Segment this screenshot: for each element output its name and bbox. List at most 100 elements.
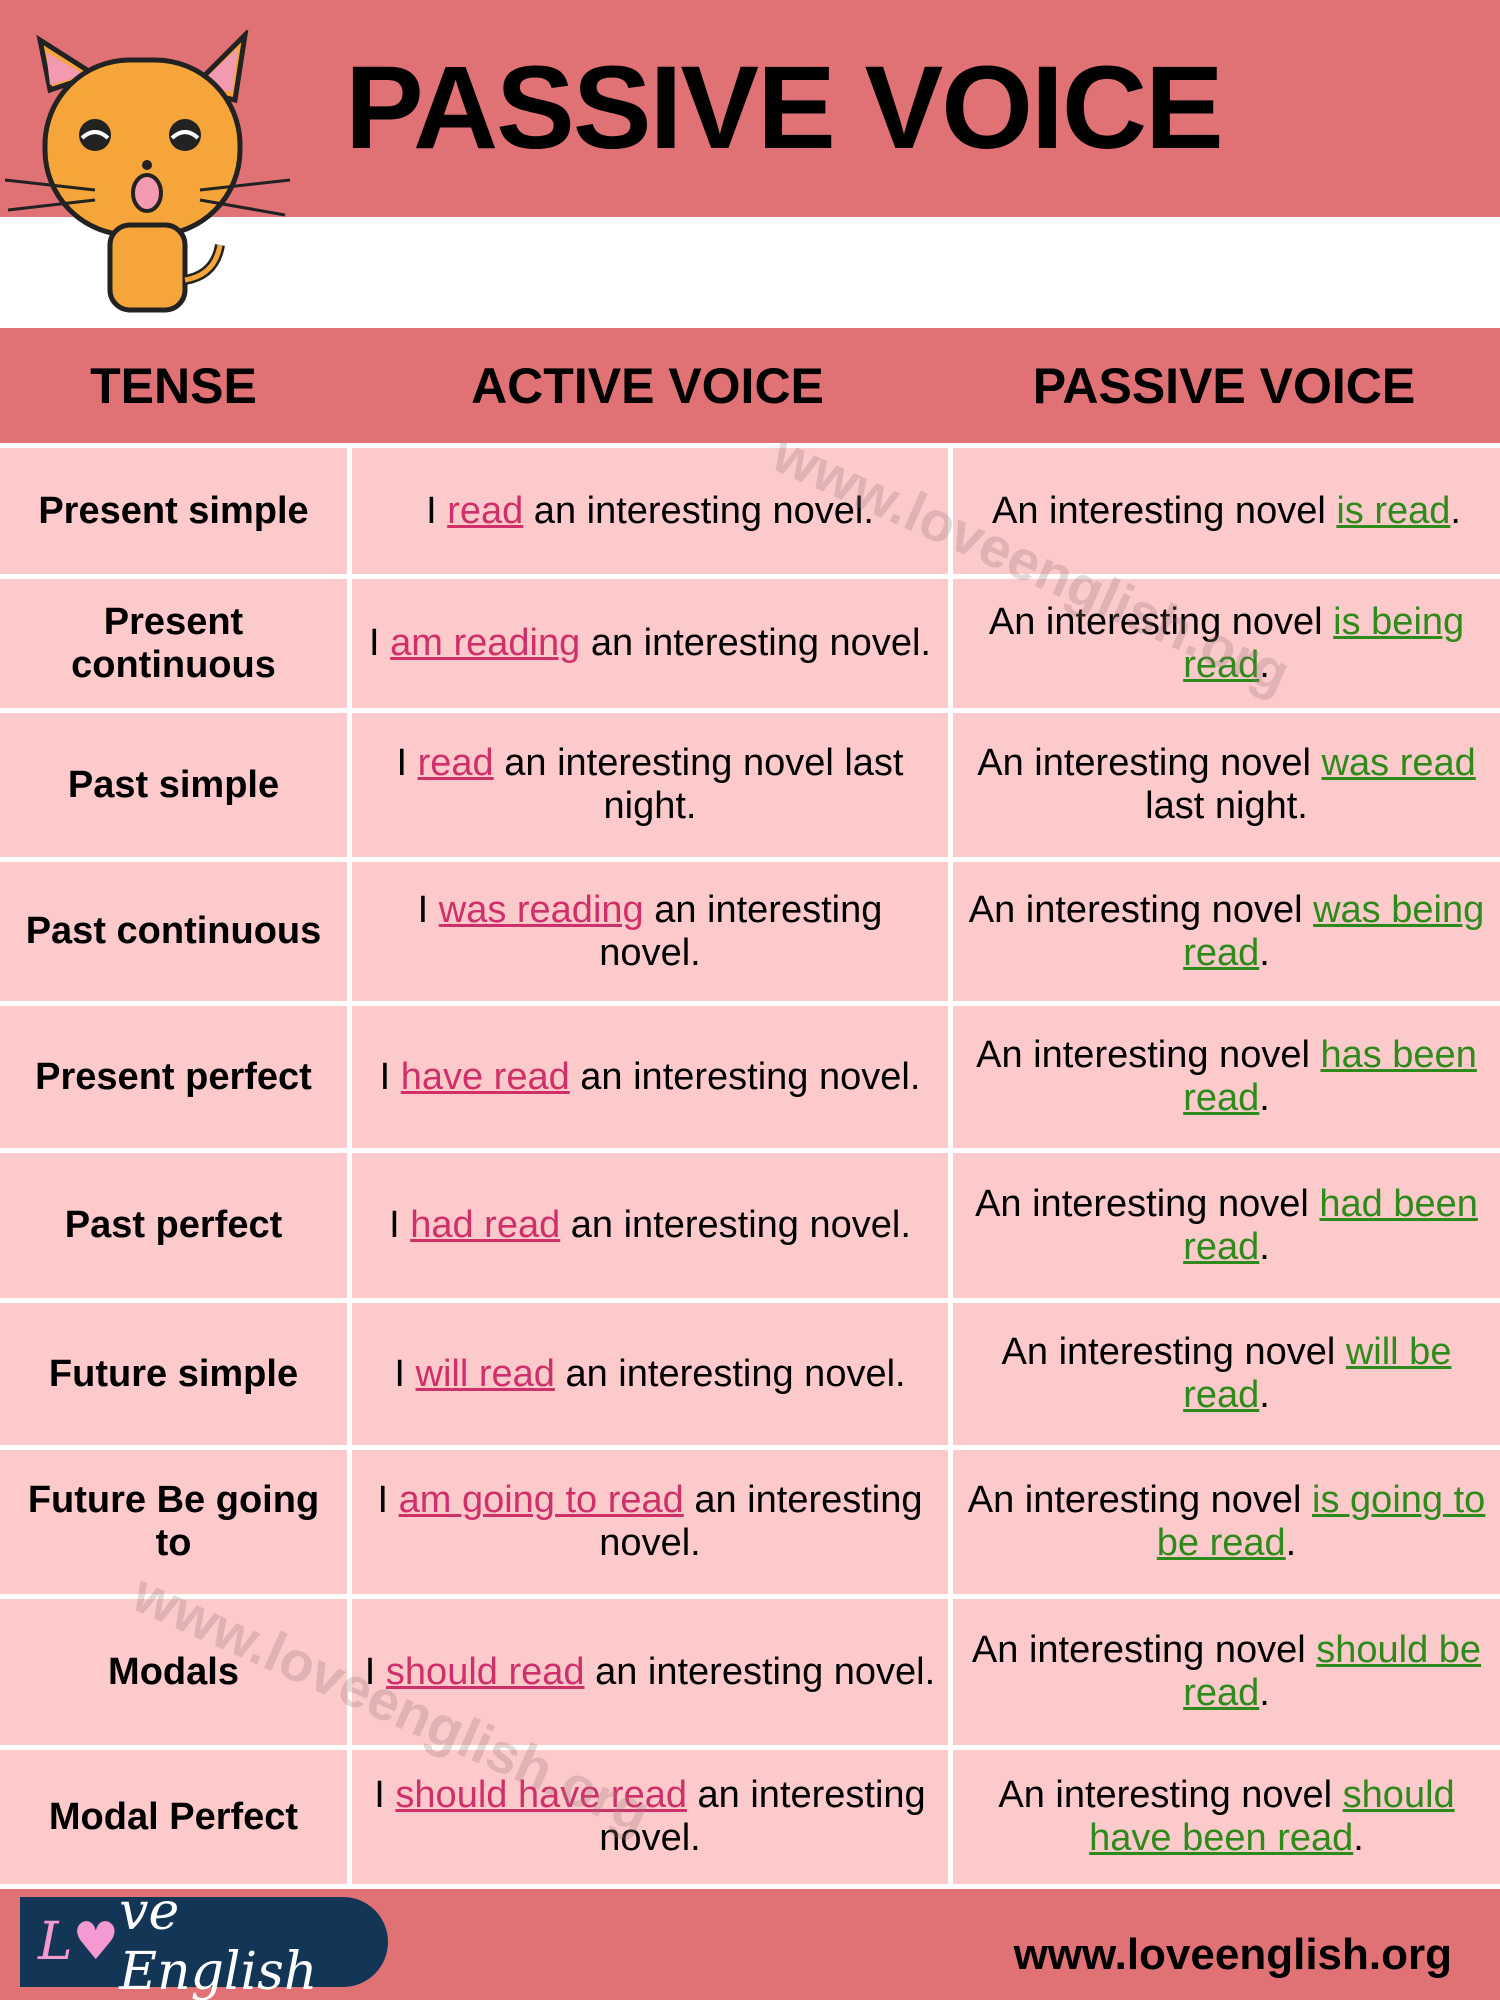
table-row: Past perfect I had read an interesting no… — [0, 1148, 1500, 1298]
sentence-text: . — [1259, 643, 1270, 686]
sentence-text: I — [417, 888, 439, 931]
passive-verb-highlight: was being read — [1183, 888, 1485, 974]
table-row: Past continuous I was reading an interest… — [0, 857, 1500, 1001]
active-voice-cell: I was reading an interesting novel. — [347, 862, 948, 1001]
sentence-text: . — [1353, 1817, 1364, 1859]
sentence-text: I — [369, 622, 391, 664]
header-active-voice: ACTIVE VOICE — [471, 357, 824, 414]
tense-cell: Future Be going to — [0, 1450, 347, 1594]
sentence-text: an interesting novel. — [523, 489, 874, 532]
sentence-text: . — [1259, 931, 1270, 974]
passive-voice-cell: An interesting novel was being read. — [948, 862, 1500, 1001]
sentence-text: I — [394, 1352, 416, 1395]
sentence-text: an interesting novel. — [554, 1352, 906, 1395]
passive-voice-cell: An interesting novel has been read. — [948, 1006, 1500, 1148]
passive-voice-cell: An interesting novel is going to be read… — [948, 1450, 1500, 1594]
sentence-text: I — [396, 742, 418, 784]
active-verb-highlight: should read — [385, 1650, 585, 1693]
tense-cell: Present perfect — [0, 1006, 347, 1148]
sentence-text: I — [374, 1774, 396, 1816]
sentence-text: An interesting novel — [977, 742, 1322, 784]
sentence-text: An interesting novel — [998, 1774, 1343, 1816]
table-row: Future simple I will read an interesting … — [0, 1298, 1500, 1445]
passive-verb-highlight: will be read — [1183, 1331, 1452, 1416]
active-verb-highlight: have read — [400, 1055, 570, 1098]
sentence-text: an interesting novel. — [599, 888, 883, 974]
passive-voice-cell: An interesting novel is being read. — [948, 579, 1500, 708]
passive-verb-highlight: should be read — [1183, 1629, 1482, 1714]
active-voice-cell: I will read an interesting novel. — [347, 1303, 948, 1445]
passive-verb-highlight: has been read — [1183, 1034, 1477, 1119]
tense-cell: Past perfect — [0, 1153, 347, 1298]
sentence-text: an interesting novel. — [599, 1479, 923, 1564]
tense-cell: Modals — [0, 1599, 347, 1745]
sentence-text: an interesting novel. — [599, 1774, 926, 1859]
sentence-text: an interesting novel. — [569, 1055, 921, 1098]
table-row: Future Be going to I am going to read an … — [0, 1445, 1500, 1594]
love-english-logo: L♥ ve English — [20, 1882, 388, 2002]
title-band — [0, 0, 1500, 217]
sentence-text: an interesting novel last night. — [493, 742, 904, 827]
active-verb-highlight: am reading — [390, 622, 581, 664]
passive-voice-cell: An interesting novel should be read. — [948, 1599, 1500, 1745]
passive-voice-cell: An interesting novel will be read. — [948, 1303, 1500, 1445]
header-passive-voice: PASSIVE VOICE — [1032, 357, 1416, 414]
passive-verb-highlight: is going to be read — [1156, 1479, 1486, 1564]
sentence-text: I — [379, 1055, 401, 1098]
passive-verb-highlight: was read — [1321, 742, 1476, 784]
table-header: TENSE ACTIVE VOICE PASSIVE VOICE — [0, 328, 1500, 443]
active-voice-cell: I am reading an interesting novel. — [347, 579, 948, 708]
sentence-text: an interesting novel. — [584, 1650, 936, 1693]
page-title: PASSIVE VOICE — [345, 42, 1224, 174]
sentence-text: . — [1259, 1225, 1270, 1268]
sentence-text: I — [364, 1650, 386, 1693]
active-voice-cell: I am going to read an interesting novel. — [347, 1450, 948, 1594]
passive-voice-cell: An interesting novel should have been re… — [948, 1750, 1500, 1884]
table-row: Present perfect I have read an interestin… — [0, 1001, 1500, 1148]
sentence-text: An interesting novel — [975, 1182, 1320, 1225]
tense-cell: Present simple — [0, 448, 347, 574]
table-row: Modal Perfect I should have read an inter… — [0, 1745, 1500, 1884]
active-verb-highlight: will read — [415, 1352, 555, 1395]
tense-cell: Future simple — [0, 1303, 347, 1445]
sentence-text: An interesting novel — [968, 888, 1314, 931]
sentence-text: . — [1259, 1077, 1270, 1119]
sentence-text: An interesting novel — [971, 1629, 1317, 1671]
active-verb-highlight: was reading — [438, 888, 644, 931]
tense-cell: Past continuous — [0, 862, 347, 1001]
active-verb-highlight: should have read — [395, 1774, 687, 1816]
active-verb-highlight: had read — [410, 1204, 561, 1246]
active-verb-highlight: am going to read — [398, 1479, 684, 1521]
passive-voice-cell: An interesting novel is read. — [948, 448, 1500, 574]
table-row: Present simple I read an interesting nove… — [0, 443, 1500, 574]
sentence-text: An interesting novel — [992, 489, 1337, 532]
footer-url: www.loveenglish.org — [1013, 1930, 1452, 1979]
tense-cell: Past simple — [0, 713, 347, 857]
active-voice-cell: I had read an interesting novel. — [347, 1153, 948, 1298]
tense-cell: Present continuous — [0, 579, 347, 708]
sentence-text: . — [1450, 489, 1461, 532]
sentence-text: An interesting novel — [988, 600, 1334, 643]
sentence-text: last night. — [1145, 785, 1308, 827]
active-voice-cell: I have read an interesting novel. — [347, 1006, 948, 1148]
sentence-text: . — [1259, 1374, 1270, 1416]
active-voice-cell: I should read an interesting novel. — [347, 1599, 948, 1745]
passive-verb-highlight: is read — [1336, 489, 1451, 532]
cat-icon — [4, 30, 291, 313]
sentence-text: an interesting novel. — [560, 1204, 911, 1246]
active-verb-highlight: read — [417, 742, 494, 784]
sentence-text: . — [1285, 1522, 1297, 1564]
sentence-text: I — [377, 1479, 399, 1521]
active-voice-cell: I should have read an interesting novel. — [347, 1750, 948, 1884]
table-row: Present continuous I am reading an intere… — [0, 574, 1500, 708]
passive-voice-cell: An interesting novel was read last night… — [948, 713, 1500, 857]
sentence-text: an interesting novel. — [580, 622, 931, 664]
table-row: Past simple I read an interesting novel l… — [0, 708, 1500, 857]
sentence-text: I — [389, 1204, 411, 1246]
sentence-text: An interesting novel — [1001, 1331, 1346, 1373]
active-voice-cell: I read an interesting novel. — [347, 448, 948, 574]
sentence-text: An interesting novel — [967, 1479, 1313, 1521]
sentence-text: . — [1259, 1672, 1270, 1714]
passive-verb-highlight: is being read — [1183, 600, 1465, 686]
table-row: Modals I should read an interesting novel… — [0, 1594, 1500, 1745]
